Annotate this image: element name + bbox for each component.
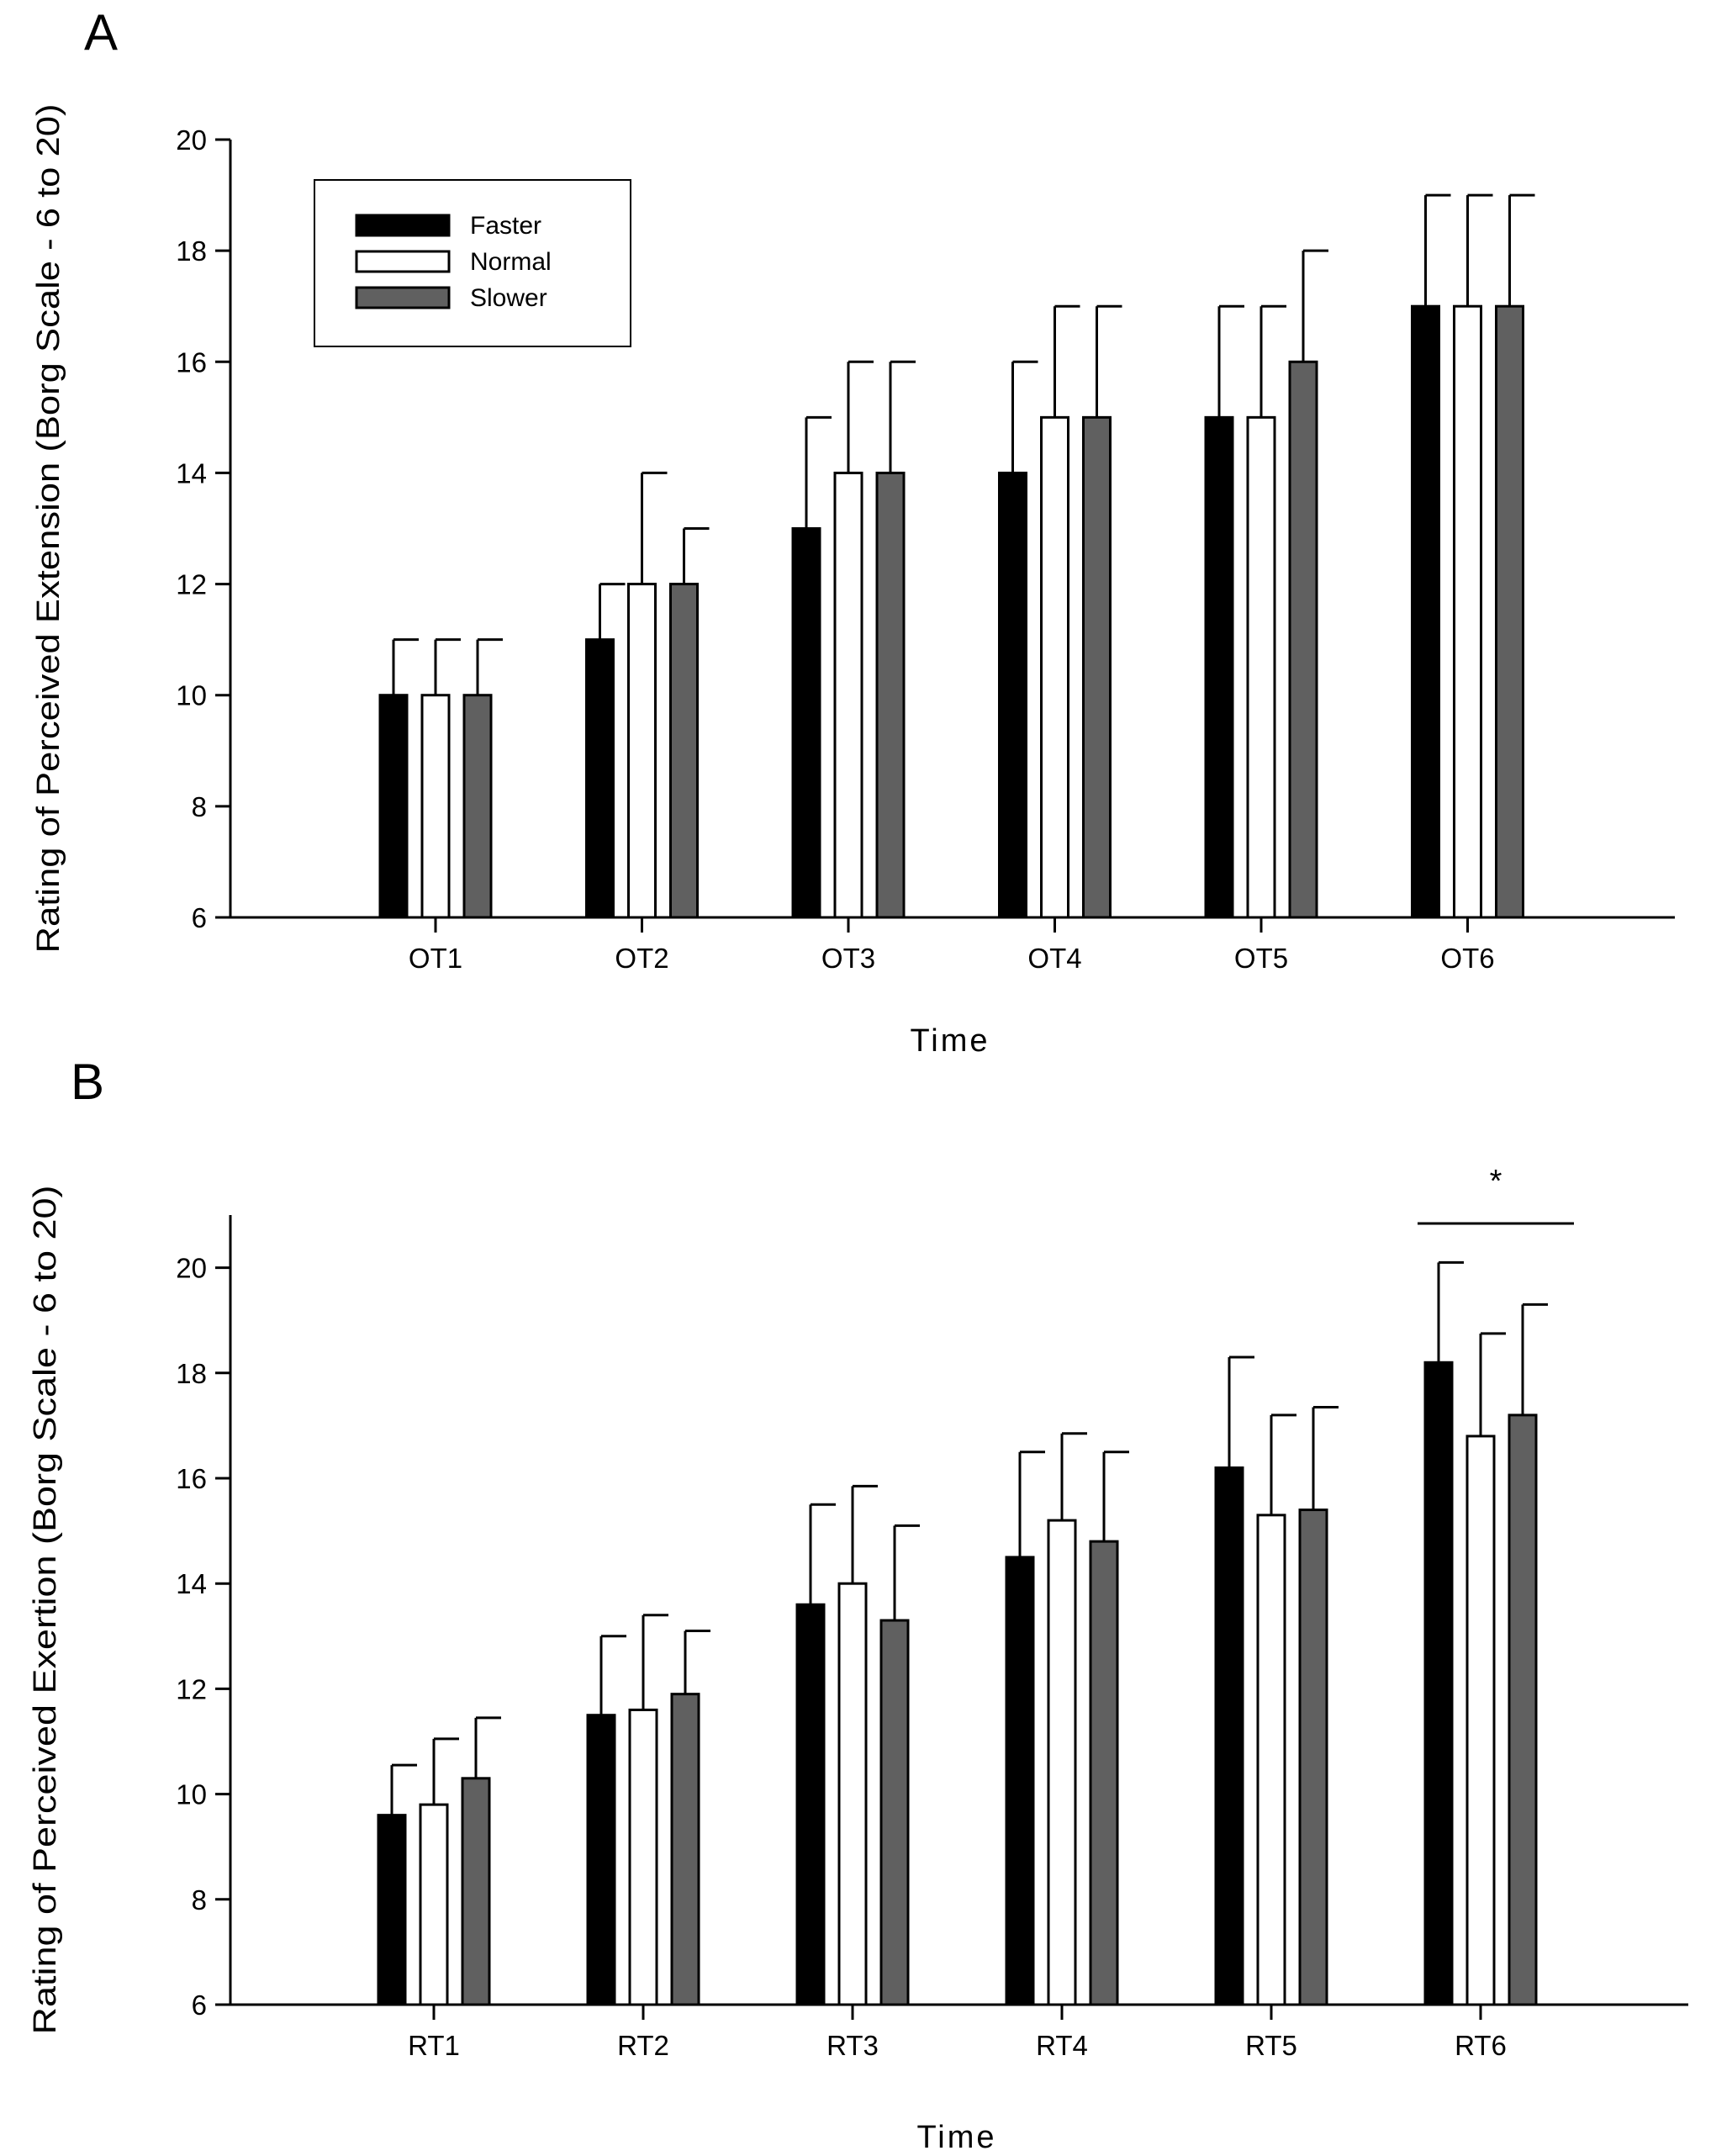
bar-normal-ot5 — [1246, 415, 1276, 919]
y-tick-label: 14 — [176, 457, 207, 489]
bar-normal-ot1 — [420, 694, 451, 919]
x-tick-label: OT3 — [821, 943, 875, 974]
x-tick-label: RT4 — [1036, 2030, 1088, 2061]
x-tick-label: RT6 — [1455, 2030, 1507, 2061]
bar-normal-rt5 — [1256, 1514, 1286, 2006]
y-tick-label: 6 — [192, 1990, 207, 2021]
bar-normal-ot2 — [627, 583, 657, 919]
y-tick-label: 18 — [176, 235, 207, 267]
bar-faster-rt1 — [377, 1814, 407, 2006]
chart-panel-a: 6 8 10 12 14 16 18 20 OT1 OT2 OT3 OT4 OT5 OT6 Time Rati… — [31, 103, 1675, 1059]
x-axis-title: Time — [916, 2120, 996, 2155]
bar-slower-ot5 — [1288, 360, 1318, 919]
y-tick-label: 20 — [176, 1253, 207, 1284]
bar-normal-ot3 — [833, 471, 863, 919]
bar-faster-rt4 — [1005, 1556, 1035, 2006]
y-tick-label: 10 — [176, 1779, 207, 1810]
bar-slower-rt3 — [879, 1619, 910, 2006]
bar-slower-rt2 — [670, 1693, 700, 2006]
bar-faster-ot3 — [791, 527, 821, 919]
bar-slower-rt5 — [1298, 1509, 1328, 2006]
bar-normal-rt1 — [419, 1803, 449, 2006]
bar-slower-rt4 — [1089, 1540, 1119, 2006]
bar-normal-ot6 — [1453, 304, 1482, 919]
y-tick-label: 12 — [176, 1673, 207, 1704]
y-tick-label: 14 — [176, 1568, 207, 1599]
y-tick-label: 6 — [192, 902, 207, 933]
legend-label-slower: Slower — [470, 284, 547, 312]
bar-slower-rt6 — [1508, 1414, 1538, 2006]
x-tick-label: OT1 — [409, 943, 462, 974]
bar-slower-ot2 — [669, 583, 699, 919]
x-tick-label: RT5 — [1245, 2030, 1297, 2061]
legend-swatch-normal — [355, 250, 451, 273]
legend-swatch-faster — [355, 214, 451, 237]
bar-normal-ot4 — [1040, 415, 1069, 919]
bar-faster-rt2 — [586, 1714, 616, 2006]
bar-faster-ot6 — [1411, 304, 1440, 919]
y-axis-title: Rating of Perceived Exertion (Borg Scale… — [28, 1186, 63, 2035]
bar-normal-rt2 — [628, 1708, 658, 2006]
x-tick-label: OT6 — [1440, 943, 1494, 974]
significance-marker: * — [1490, 1164, 1502, 1199]
panel-label-a: A — [84, 4, 119, 61]
x-tick-label: RT3 — [826, 2030, 879, 2061]
legend-label-faster: Faster — [470, 212, 541, 240]
x-axis-title: Time — [910, 1023, 990, 1059]
bar-slower-rt1 — [461, 1777, 491, 2006]
bar-normal-rt4 — [1047, 1519, 1077, 2006]
bar-faster-rt5 — [1214, 1466, 1244, 2006]
y-tick-label: 10 — [176, 680, 207, 711]
y-tick-label: 8 — [192, 1884, 207, 1916]
bar-normal-rt3 — [837, 1582, 868, 2006]
y-tick-label: 16 — [176, 1463, 207, 1494]
x-tick-label: OT2 — [615, 943, 668, 974]
bar-slower-ot3 — [875, 471, 906, 919]
y-axis-title: Rating of Perceived Extension (Borg Scal… — [31, 103, 66, 953]
y-tick-label: 18 — [176, 1358, 207, 1389]
bar-normal-rt6 — [1465, 1435, 1496, 2006]
y-tick-label: 12 — [176, 569, 207, 600]
bar-faster-ot5 — [1204, 415, 1234, 919]
bar-faster-rt6 — [1423, 1361, 1454, 2006]
y-tick-label: 16 — [176, 346, 207, 378]
y-tick-label: 20 — [176, 124, 207, 156]
bar-slower-ot4 — [1082, 415, 1112, 919]
legend-label-normal: Normal — [470, 248, 552, 276]
bar-faster-ot4 — [998, 471, 1027, 919]
bar-faster-rt3 — [795, 1603, 826, 2006]
x-tick-label: OT5 — [1234, 943, 1288, 974]
bar-slower-ot6 — [1495, 304, 1524, 919]
bar-faster-ot2 — [585, 638, 615, 919]
bar-faster-ot1 — [378, 694, 409, 919]
bar-slower-ot1 — [462, 694, 493, 919]
y-tick-label: 8 — [192, 791, 207, 822]
x-tick-label: OT4 — [1027, 943, 1081, 974]
legend-swatch-slower — [355, 286, 451, 309]
panel-label-b: B — [71, 1054, 105, 1110]
x-tick-label: RT2 — [617, 2030, 669, 2061]
x-tick-label: RT1 — [408, 2030, 460, 2061]
